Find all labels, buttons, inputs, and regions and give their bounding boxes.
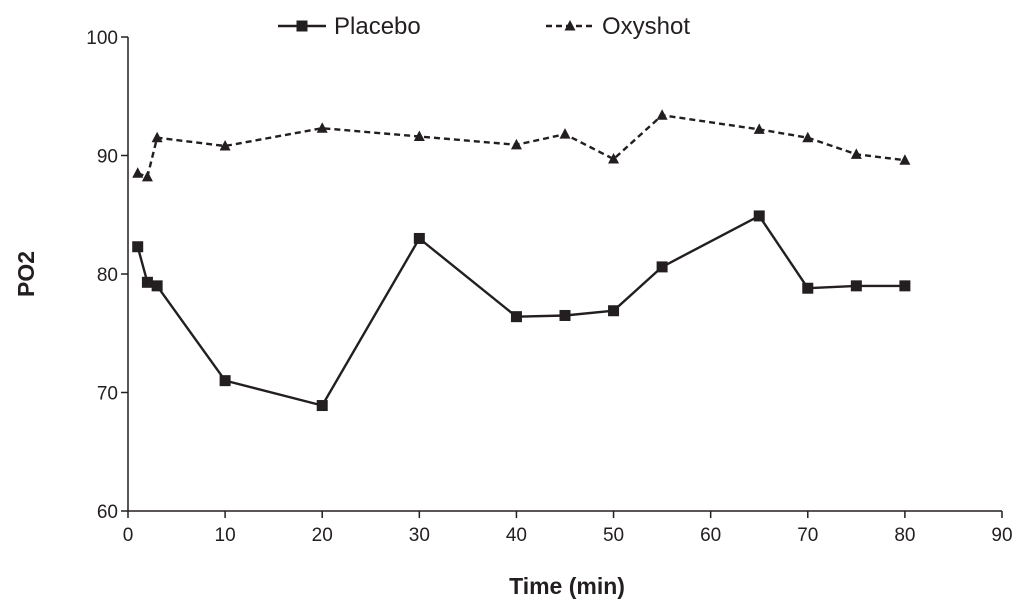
x-tick-label: 90 <box>991 525 1012 546</box>
x-tick-label: 50 <box>603 525 624 546</box>
axes <box>127 37 1002 512</box>
x-tick-label: 80 <box>894 525 915 546</box>
data-point-oxyshot <box>413 130 425 142</box>
legend: Placebo Oxyshot <box>278 13 690 40</box>
y-tick-label: 90 <box>97 147 118 168</box>
x-tick-label: 60 <box>700 525 721 546</box>
data-point-oxyshot <box>608 153 620 164</box>
y-tick-label: 60 <box>97 502 118 523</box>
legend-marker <box>564 20 576 31</box>
data-point-placebo <box>899 280 911 292</box>
series-line-placebo <box>136 214 905 407</box>
x-tick-label: 70 <box>797 525 818 546</box>
x-tick-label: 10 <box>215 525 236 546</box>
y-tick-label: 80 <box>97 265 118 286</box>
legend-label: Placebo <box>334 13 421 40</box>
y-tick-label: 70 <box>97 384 118 405</box>
y-tick-label: 100 <box>86 28 118 49</box>
legend-marker <box>296 20 308 32</box>
data-point-placebo <box>802 282 814 294</box>
data-point-oxyshot <box>510 138 522 150</box>
y-axis-title: PO2 <box>13 251 39 297</box>
data-point-oxyshot <box>316 122 328 133</box>
y-ticks: 60 70 80 90 100 <box>86 28 128 523</box>
data-point-placebo <box>132 241 144 253</box>
data-point-oxyshot <box>151 131 163 143</box>
data-point-oxyshot <box>141 170 153 182</box>
data-point-placebo <box>151 280 163 292</box>
data-point-placebo <box>850 280 862 292</box>
data-point-placebo <box>413 232 425 244</box>
data-point-oxyshot <box>802 131 814 143</box>
x-tick-label: 0 <box>123 525 134 546</box>
data-point-placebo <box>608 305 620 317</box>
data-point-oxyshot <box>850 148 862 159</box>
data-point-oxyshot <box>132 167 144 178</box>
series-layer <box>132 109 911 412</box>
data-point-oxyshot <box>656 109 668 120</box>
data-point-placebo <box>559 309 571 321</box>
data-point-placebo <box>316 400 328 412</box>
x-tick-label: 40 <box>506 525 527 546</box>
data-point-placebo <box>141 276 153 288</box>
data-point-oxyshot <box>753 123 765 134</box>
data-point-oxyshot <box>219 140 231 151</box>
x-tick-label: 30 <box>409 525 430 546</box>
data-point-placebo <box>510 311 522 323</box>
series-oxyshot <box>132 109 911 182</box>
x-tick-label: 20 <box>312 525 333 546</box>
legend-item-oxyshot: Oxyshot <box>546 13 690 40</box>
legend-item-placebo: Placebo <box>278 13 421 40</box>
legend-label: Oxyshot <box>602 13 690 40</box>
data-point-placebo <box>219 375 231 387</box>
data-point-placebo <box>656 261 668 273</box>
x-axis-title: Time (min) <box>509 573 625 599</box>
data-point-oxyshot <box>559 128 571 139</box>
series-placebo <box>132 210 911 412</box>
data-point-oxyshot <box>899 154 911 165</box>
data-point-placebo <box>753 210 765 222</box>
x-ticks: 0 10 20 30 40 50 60 70 80 90 <box>123 511 1013 546</box>
series-line-oxyshot <box>137 113 906 179</box>
